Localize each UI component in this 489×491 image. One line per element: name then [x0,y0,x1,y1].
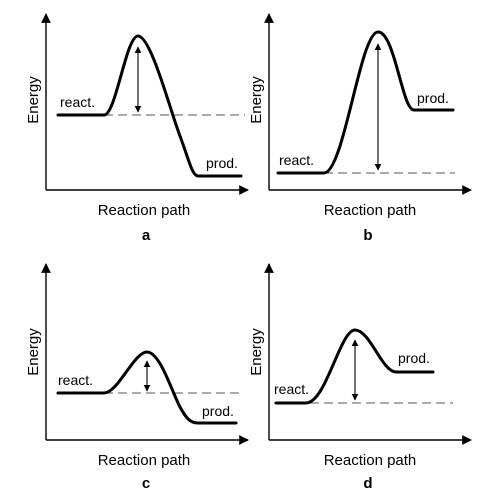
product-label: prod. [202,403,234,419]
x-axis-label: Reaction path [98,202,191,219]
diagram-d: Energy Reaction path d react. prod. [248,263,472,491]
y-axis-label: Energy [248,76,265,124]
reactant-label: react. [60,94,95,110]
diagram-b: Energy Reaction path b react. prod. [248,13,472,244]
energy-curve [276,30,455,175]
product-label: prod. [206,155,238,171]
panel-letter: c [142,475,150,491]
panel-letter: d [363,475,372,491]
diagram-a: Energy Reaction path a react. prod. [25,13,249,244]
diagram-c: Energy Reaction path c react. prod. [25,263,249,491]
x-axis-label: Reaction path [324,452,417,469]
energy-curve [56,34,243,178]
reactant-label: react. [274,381,309,397]
x-axis-label: Reaction path [98,452,191,469]
y-axis-label: Energy [248,328,265,376]
reactant-label: react. [279,152,314,168]
y-axis-label: Energy [25,76,42,124]
panel-letter: a [142,227,151,244]
y-axis-label: Energy [25,328,42,376]
energy-curve [274,328,435,405]
energy-curve [56,350,238,425]
reactant-label: react. [58,372,93,388]
product-label: prod. [398,350,430,366]
panel-letter: b [363,227,372,244]
x-axis-label: Reaction path [324,202,417,219]
product-label: prod. [417,90,449,106]
